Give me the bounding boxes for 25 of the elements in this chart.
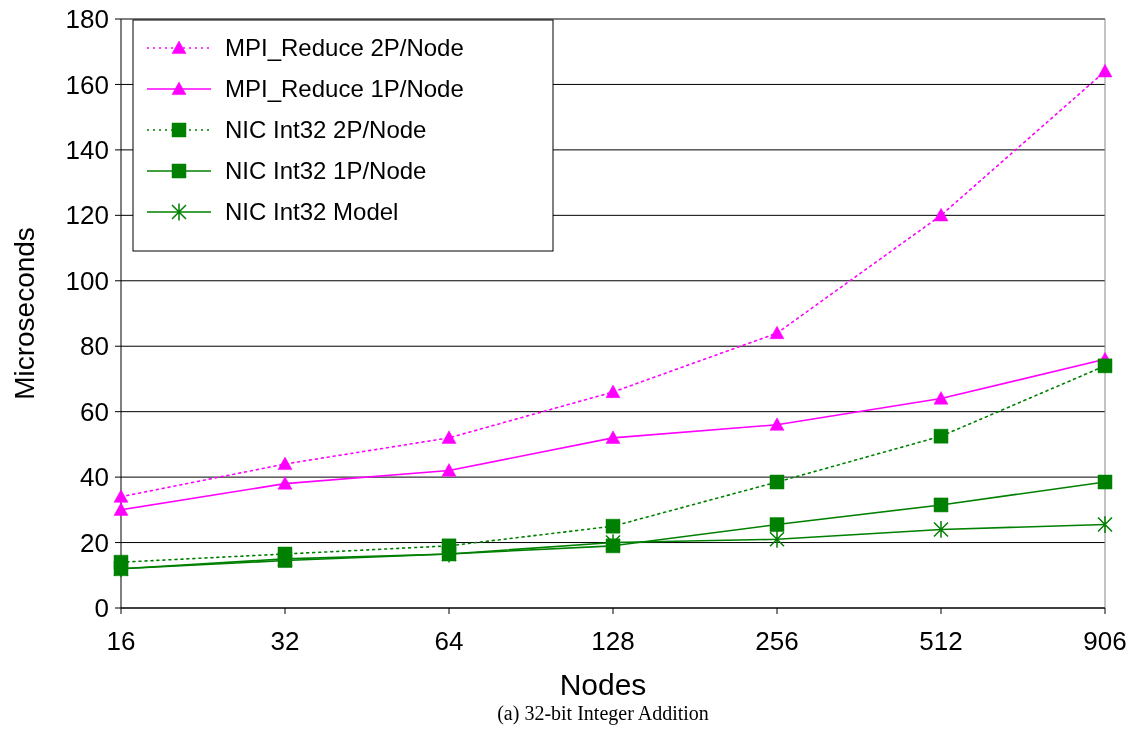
y-tick-label: 20 <box>80 527 109 558</box>
x-tick-label: 16 <box>106 626 136 656</box>
y-tick-label: 180 <box>65 4 109 35</box>
x-tick-label: 256 <box>755 626 799 656</box>
x-tick-label: 128 <box>591 626 635 656</box>
legend-label: NIC Int32 2P/Node <box>225 116 427 144</box>
legend-label: NIC Int32 1P/Node <box>225 157 427 185</box>
y-tick-label: 160 <box>65 69 109 100</box>
y-tick-label: 140 <box>65 134 109 165</box>
legend-label: MPI_Reduce 1P/Node <box>225 75 464 103</box>
y-tick-label: 0 <box>94 593 109 624</box>
y-tick-label: 120 <box>65 200 109 231</box>
y-tick-label: 40 <box>80 462 109 493</box>
y-tick-label: 60 <box>80 396 109 427</box>
x-tick-label: 906 <box>1083 626 1127 656</box>
text: (a) 32-bit Integer Addition <box>497 702 709 725</box>
y-axis-title: Microseconds <box>9 227 40 400</box>
x-tick-label: 32 <box>270 626 300 656</box>
x-axis-title: Nodes <box>559 668 647 701</box>
x-tick-label: 512 <box>919 626 963 656</box>
legend-label: NIC Int32 Model <box>225 198 399 226</box>
y-tick-label: 80 <box>80 331 109 362</box>
y-tick-label: 100 <box>65 265 109 296</box>
legend-label: MPI_Reduce 2P/Node <box>225 34 464 62</box>
x-tick-label: 64 <box>434 626 464 656</box>
